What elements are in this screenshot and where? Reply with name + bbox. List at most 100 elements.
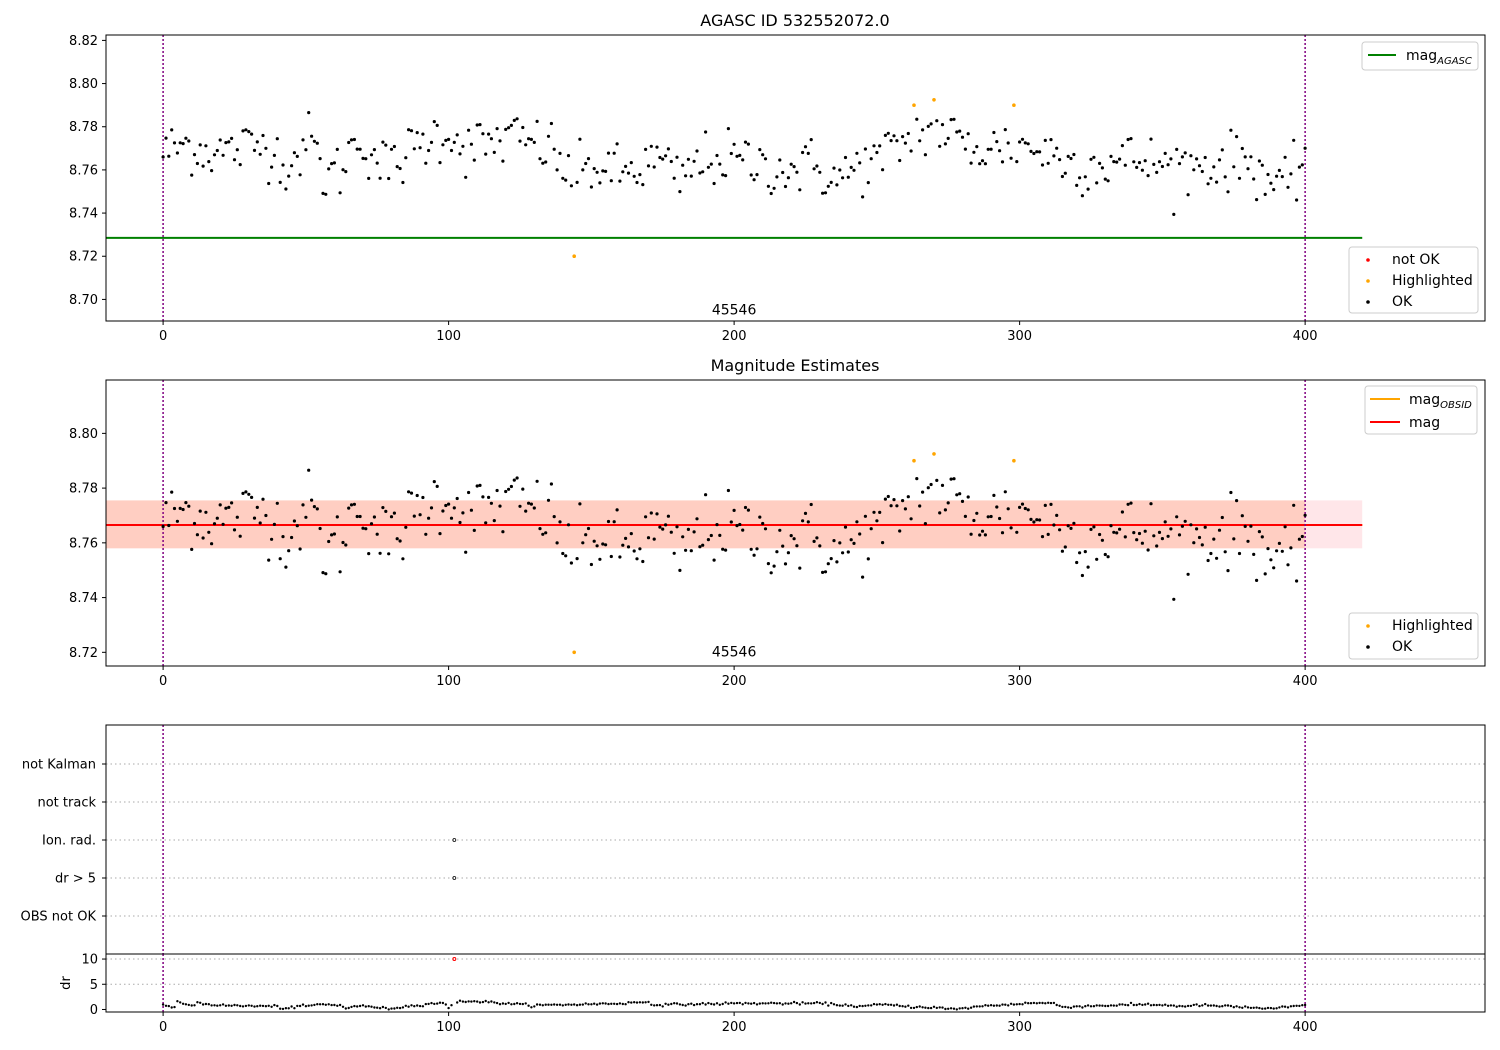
agasc-ok-point-247: [869, 157, 873, 161]
dr-ok-point-343: [1144, 1003, 1147, 1006]
dr-ok-point-339: [1132, 1003, 1136, 1007]
estimates-ok-point-236: [838, 541, 842, 545]
estimates-ok-point-308: [1052, 523, 1056, 527]
dr-ok-point-168: [644, 1001, 647, 1004]
dr-ok-point-70: [361, 1004, 365, 1007]
agasc-ok-point-316: [1075, 183, 1079, 187]
agasc-ok-point-260: [906, 131, 910, 136]
dr-ok-point-286: [981, 1005, 984, 1008]
estimates-ok-point-68: [355, 514, 359, 519]
estimates-ok-point-257: [898, 529, 902, 533]
agasc-ok-point-78: [384, 143, 388, 147]
estimates-ok-point-358: [1195, 527, 1199, 531]
dr-ok-point-329: [1104, 1004, 1107, 1008]
dr-ok-point-176: [667, 1003, 670, 1006]
dr-ok-point-55: [318, 1003, 322, 1006]
dr-ok-point-46: [293, 1007, 296, 1010]
dr-ok-point-230: [821, 1002, 824, 1006]
dr-ok-point-368: [1215, 1004, 1218, 1008]
dr-ok-point-285: [978, 1005, 981, 1008]
estimates-ok-point-302: [1035, 518, 1039, 522]
agasc-ok-point-196: [724, 174, 728, 178]
estimates-ok-point-307: [1049, 502, 1053, 506]
agasc-ok-point-123: [512, 118, 516, 122]
flags-category-label-3: not track: [37, 796, 96, 811]
dr-ok-point-191: [710, 1002, 713, 1006]
dr-ok-point-65: [347, 1006, 350, 1010]
agasc-ok-point-351: [1175, 147, 1179, 151]
estimates-ok-point-159: [618, 555, 622, 559]
dr-ok-point-137: [555, 1003, 559, 1006]
estimates-ok-point-212: [769, 571, 773, 575]
agasc-ok-point-163: [629, 161, 633, 165]
dr-ok-point-272: [941, 1006, 944, 1009]
agasc-ok-point-184: [689, 174, 693, 178]
estimates-ok-point-361: [1203, 525, 1207, 529]
agasc-ok-point-143: [569, 184, 574, 188]
agasc-ok-point-61: [335, 147, 339, 151]
estimates-ok-point-362: [1206, 558, 1210, 563]
dr-ok-point-265: [921, 1006, 924, 1009]
estimates-ok-point-271: [943, 508, 948, 512]
dr-ok-point-313: [1058, 1004, 1061, 1007]
agasc-ok-point-71: [364, 157, 368, 161]
agasc-ok-point-352: [1177, 162, 1182, 166]
dr-ok-point-287: [984, 1004, 987, 1007]
estimates-ok-point-195: [721, 547, 725, 551]
agasc-ok-point-293: [1006, 141, 1010, 145]
estimates-ok-point-392: [1292, 503, 1296, 507]
estimates-ok-point-114: [487, 495, 491, 499]
estimates-ok-point-101: [449, 516, 454, 520]
estimates-ok-point-168: [644, 515, 648, 519]
estimates-ok-point-382: [1263, 572, 1267, 576]
svg-text:magOBSID: magOBSID: [1409, 392, 1472, 411]
agasc-ok-point-116: [492, 150, 496, 154]
dr-ok-point-304: [1032, 1001, 1036, 1005]
agasc-ok-point-66: [349, 138, 354, 142]
dr-ok-point-294: [1004, 1003, 1007, 1006]
estimates-ok-point-360: [1200, 543, 1204, 547]
estimates-ok-point-82: [395, 537, 399, 541]
agasc-ok-point-190: [706, 165, 711, 169]
estimates-ok-point-52: [310, 498, 314, 502]
estimates-ok-point-246: [866, 557, 870, 561]
agasc-ok-point-103: [455, 133, 459, 137]
dr-ok-point-362: [1198, 1004, 1201, 1008]
estimates-ok-point-62: [338, 570, 342, 574]
dr-ok-point-60: [333, 1003, 336, 1007]
dr-ok-point-186: [695, 1003, 699, 1006]
dr-ok-point-217: [784, 1002, 787, 1005]
agasc-ok-point-65: [347, 140, 351, 145]
dr-ok-point-163: [630, 1001, 633, 1004]
dr-ok-point-169: [647, 1000, 650, 1004]
dr-ok-point-118: [501, 1002, 505, 1005]
agasc-ok-point-364: [1212, 165, 1216, 169]
estimates-ok-point-30: [247, 492, 251, 496]
dr-ok-point-257: [898, 1004, 901, 1008]
dr-ok-point-64: [344, 1007, 347, 1010]
agasc-ok-point-59: [330, 162, 334, 166]
dr-ok-point-250: [878, 1003, 881, 1006]
estimates-ok-point-181: [681, 535, 685, 539]
dr-ok-point-334: [1118, 1003, 1121, 1006]
dr-ok-point-381: [1252, 1006, 1255, 1009]
agasc-ok-point-327: [1106, 179, 1110, 183]
dr-ok-point-61: [336, 1004, 339, 1007]
estimates-ok-point-225: [806, 520, 810, 524]
estimates-ok-point-372: [1235, 499, 1239, 503]
agasc-ok-point-216: [781, 170, 785, 175]
estimates-ok-point-170: [649, 511, 653, 515]
dr-ok-point-222: [798, 1003, 801, 1006]
legend-mag-label: mag: [1409, 415, 1440, 431]
agasc-xtick-label-2: 200: [722, 329, 747, 344]
dr-ok-point-358: [1186, 1004, 1190, 1008]
dr-ok-point-107: [470, 1000, 473, 1003]
dr-ok-point-99: [444, 1003, 447, 1006]
estimates-ok-point-103: [455, 496, 459, 501]
estimates-ok-point-41: [278, 557, 282, 561]
agasc-ok-point-70: [361, 156, 365, 160]
agasc-xtick-label-4: 400: [1293, 329, 1318, 344]
agasc-ok-point-28: [241, 129, 245, 133]
dr-ok-point-142: [570, 1003, 573, 1006]
dr-ok-point-336: [1124, 1003, 1127, 1007]
